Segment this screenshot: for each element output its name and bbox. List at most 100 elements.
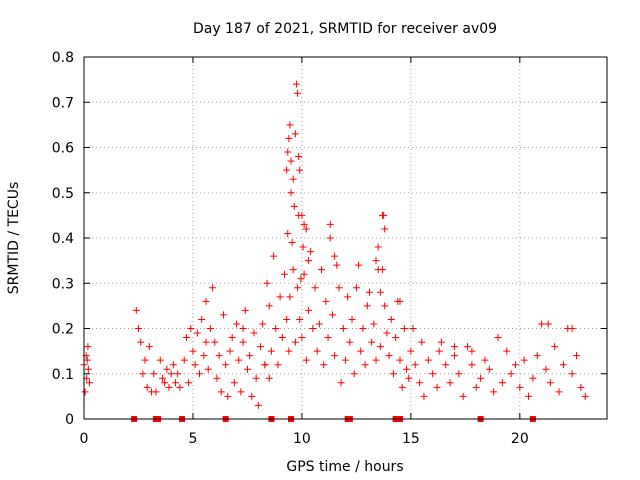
data-point — [383, 329, 391, 337]
data-point — [204, 365, 212, 373]
data-point — [163, 365, 171, 373]
chart-title: Day 187 of 2021, SRMTID for receiver av0… — [193, 21, 497, 37]
data-point — [280, 270, 288, 278]
data-point — [235, 356, 243, 364]
x-tick-label: 15 — [402, 431, 420, 447]
data-point — [331, 352, 339, 360]
data-point — [169, 361, 177, 369]
data-point — [296, 166, 304, 174]
data-point — [389, 370, 397, 378]
data-point — [287, 189, 295, 197]
y-tick-label: 0.5 — [52, 186, 74, 202]
data-point — [376, 343, 384, 351]
data-point — [217, 388, 225, 396]
data-point — [254, 401, 262, 409]
data-point — [494, 334, 502, 342]
data-point — [252, 374, 260, 382]
data-point — [331, 252, 339, 260]
data-point — [243, 365, 251, 373]
data-point — [145, 343, 153, 351]
data-point — [209, 284, 217, 292]
data-point — [339, 325, 347, 332]
data-point — [344, 293, 352, 301]
data-point — [224, 392, 232, 400]
data-point — [172, 379, 180, 387]
data-point — [215, 352, 223, 360]
data-point — [248, 392, 256, 400]
data-point — [538, 320, 546, 328]
data-point — [529, 374, 537, 382]
data-point — [189, 347, 197, 355]
y-tick-label: 0.1 — [52, 367, 74, 383]
data-point — [274, 361, 282, 369]
data-point — [309, 325, 317, 332]
data-point — [182, 334, 190, 342]
data-point — [294, 284, 302, 292]
data-point — [287, 157, 295, 165]
data-point — [335, 284, 343, 292]
data-point — [134, 325, 142, 332]
data-point — [285, 134, 293, 142]
data-point — [350, 370, 358, 378]
data-point — [363, 302, 371, 310]
data-point — [228, 334, 236, 342]
data-point — [511, 361, 519, 369]
data-point — [568, 325, 576, 332]
data-point — [477, 374, 485, 382]
data-point — [288, 239, 296, 247]
data-points — [80, 80, 589, 409]
data-point — [286, 293, 294, 301]
data-point — [211, 338, 219, 346]
data-point — [409, 325, 417, 332]
data-point — [420, 392, 428, 400]
data-point — [525, 392, 533, 400]
x-axis-label: GPS time / hours — [286, 459, 403, 475]
data-point — [361, 361, 369, 369]
data-point — [328, 311, 336, 319]
y-tick-label: 0.6 — [52, 141, 74, 157]
x-tick-label: 20 — [511, 431, 529, 447]
data-point — [551, 343, 559, 351]
data-point — [381, 225, 389, 233]
data-point — [284, 229, 292, 237]
data-point — [152, 388, 160, 396]
data-point — [392, 334, 400, 342]
data-point — [276, 293, 284, 301]
data-point — [418, 338, 426, 346]
data-point — [396, 356, 404, 364]
data-point — [267, 347, 275, 355]
data-point — [472, 383, 480, 391]
data-point — [85, 379, 93, 387]
data-point — [289, 266, 297, 274]
data-point — [137, 338, 145, 346]
data-point — [219, 311, 227, 319]
data-point — [459, 392, 467, 400]
data-point — [265, 374, 273, 382]
data-point — [374, 243, 382, 251]
data-point — [464, 343, 472, 351]
data-point — [405, 374, 413, 382]
data-point — [311, 284, 319, 292]
data-point — [200, 352, 208, 360]
data-point — [298, 211, 306, 219]
data-point — [372, 257, 380, 265]
data-point — [291, 338, 299, 346]
y-tick-label: 0.3 — [52, 276, 74, 292]
data-point — [304, 306, 312, 314]
data-point — [446, 379, 454, 387]
data-point — [352, 284, 360, 292]
data-point — [437, 338, 445, 346]
data-point — [297, 275, 305, 283]
data-point — [542, 365, 550, 373]
data-point — [318, 266, 326, 274]
data-point — [381, 302, 389, 310]
data-point — [213, 374, 221, 382]
data-point — [278, 334, 286, 342]
data-point — [372, 356, 380, 364]
data-point — [139, 370, 147, 378]
data-point — [289, 175, 297, 183]
data-point — [396, 297, 404, 305]
data-point — [572, 352, 580, 360]
data-point — [326, 234, 334, 242]
data-point — [222, 361, 230, 369]
